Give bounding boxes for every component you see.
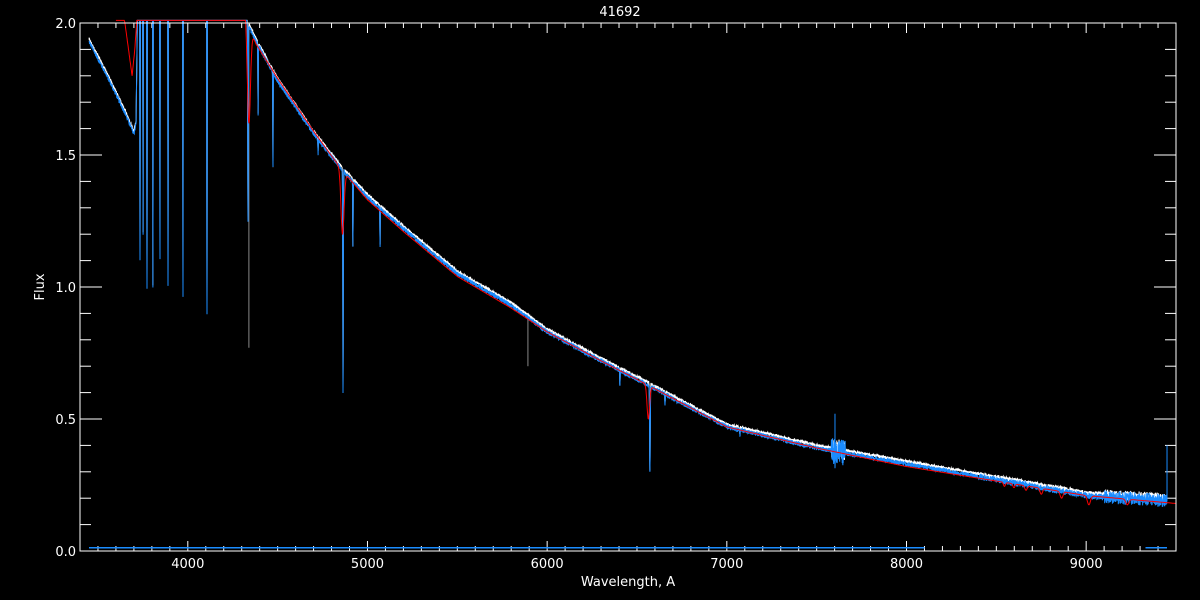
x-tick-label: 7000: [710, 557, 743, 572]
y-tick-label: 2.0: [55, 17, 76, 32]
x-tick-label: 6000: [531, 557, 564, 572]
series-group: [88, 19, 1177, 549]
x-tick-label: 4000: [171, 557, 204, 572]
y-axis-label: Flux: [33, 273, 48, 300]
x-tick-label: 9000: [1070, 557, 1103, 572]
x-axis-label: Wavelength, A: [581, 575, 675, 590]
y-tick-label: 0.0: [55, 545, 76, 560]
y-tick-label: 1.0: [55, 281, 76, 296]
model-spectrum-line: [115, 19, 1177, 506]
x-tick-label: 8000: [890, 557, 923, 572]
axis-ticks: 4000 5000 6000 7000 8000 9000 0.0 0.5 1.0 1.5 2.0: [55, 17, 1176, 572]
chart-title: 41692: [599, 5, 640, 20]
x-tick-label: 5000: [351, 557, 384, 572]
y-tick-label: 1.5: [55, 149, 76, 164]
y-tick-label: 0.5: [55, 413, 76, 428]
plot-frame: [79, 22, 1177, 552]
